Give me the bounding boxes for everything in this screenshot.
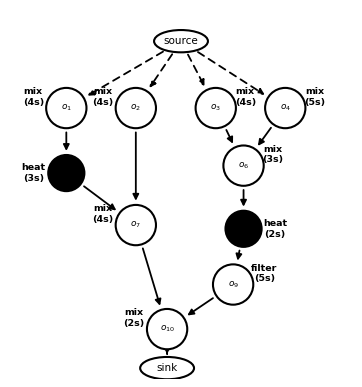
Ellipse shape	[265, 88, 306, 128]
Ellipse shape	[48, 155, 84, 191]
Ellipse shape	[116, 88, 156, 128]
Text: heat
(3s): heat (3s)	[21, 163, 45, 183]
Text: $o_9$: $o_9$	[228, 279, 239, 290]
Text: sink: sink	[156, 363, 178, 373]
Text: $o_{10}$: $o_{10}$	[160, 324, 174, 334]
Text: mix
(4s): mix (4s)	[235, 87, 256, 107]
Text: filter
(5s): filter (5s)	[251, 264, 278, 283]
Ellipse shape	[116, 205, 156, 245]
Ellipse shape	[147, 309, 187, 349]
Text: mix
(4s): mix (4s)	[92, 87, 113, 107]
Text: $o_6$: $o_6$	[238, 160, 249, 171]
Ellipse shape	[195, 88, 236, 128]
Ellipse shape	[213, 264, 253, 305]
Text: source: source	[164, 36, 198, 46]
Ellipse shape	[140, 357, 194, 379]
Text: $o_1$: $o_1$	[61, 103, 72, 113]
Text: mix
(4s): mix (4s)	[92, 204, 113, 224]
Text: mix
(4s): mix (4s)	[23, 87, 44, 107]
Text: heat
(2s): heat (2s)	[263, 219, 287, 239]
Ellipse shape	[226, 211, 262, 247]
Ellipse shape	[154, 30, 208, 52]
Text: $o_4$: $o_4$	[280, 103, 291, 113]
Text: mix
(2s): mix (2s)	[123, 308, 145, 328]
Text: mix
(3s): mix (3s)	[262, 145, 284, 164]
Ellipse shape	[223, 146, 264, 186]
Text: mix
(5s): mix (5s)	[304, 87, 325, 107]
Ellipse shape	[46, 88, 87, 128]
Text: $o_7$: $o_7$	[130, 220, 141, 230]
Text: $o_3$: $o_3$	[210, 103, 221, 113]
Text: $o_2$: $o_2$	[130, 103, 141, 113]
